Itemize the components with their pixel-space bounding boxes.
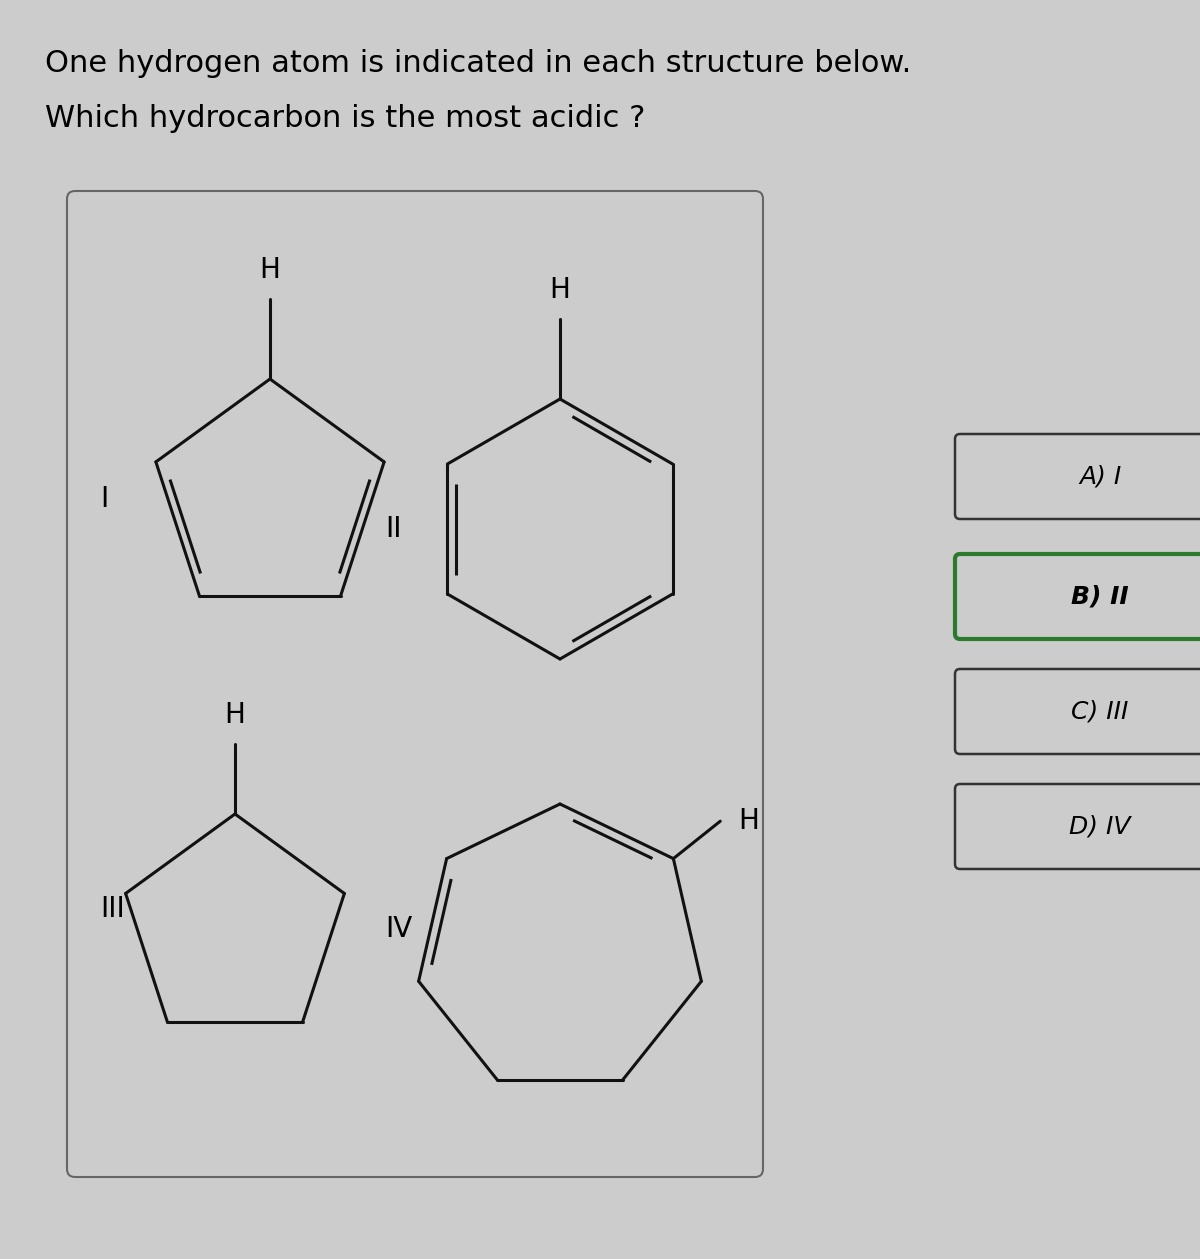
Text: Which hydrocarbon is the most acidic ?: Which hydrocarbon is the most acidic ?	[46, 104, 646, 133]
Text: H: H	[224, 701, 246, 729]
Text: H: H	[550, 276, 570, 303]
Text: D) IV: D) IV	[1069, 815, 1130, 838]
Text: C) III: C) III	[1072, 700, 1129, 724]
Text: H: H	[738, 807, 760, 835]
FancyBboxPatch shape	[955, 554, 1200, 640]
FancyBboxPatch shape	[955, 784, 1200, 869]
Text: A) I: A) I	[1079, 465, 1121, 488]
Text: III: III	[100, 895, 125, 923]
Text: One hydrogen atom is indicated in each structure below.: One hydrogen atom is indicated in each s…	[46, 49, 911, 78]
Text: II: II	[385, 515, 402, 543]
FancyBboxPatch shape	[67, 191, 763, 1177]
Text: IV: IV	[385, 915, 413, 943]
Text: I: I	[100, 485, 108, 512]
Text: B) II: B) II	[1072, 584, 1129, 608]
FancyBboxPatch shape	[955, 434, 1200, 519]
Text: H: H	[259, 256, 281, 285]
FancyBboxPatch shape	[955, 669, 1200, 754]
